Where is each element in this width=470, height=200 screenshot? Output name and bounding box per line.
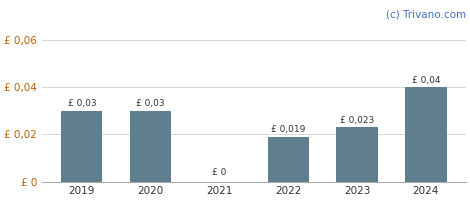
Text: £ 0,023: £ 0,023 [340, 116, 374, 125]
Text: £ 0,04: £ 0,04 [412, 76, 440, 85]
Text: £ 0,019: £ 0,019 [271, 125, 306, 134]
Bar [267, 137, 309, 182]
Bar [61, 111, 102, 182]
Bar [405, 87, 446, 182]
Text: (c) Trivano.com: (c) Trivano.com [386, 10, 466, 20]
Bar [337, 127, 378, 182]
Bar [130, 111, 171, 182]
Text: £ 0,03: £ 0,03 [68, 99, 96, 108]
Text: £ 0,03: £ 0,03 [136, 99, 165, 108]
Text: £ 0: £ 0 [212, 168, 227, 177]
